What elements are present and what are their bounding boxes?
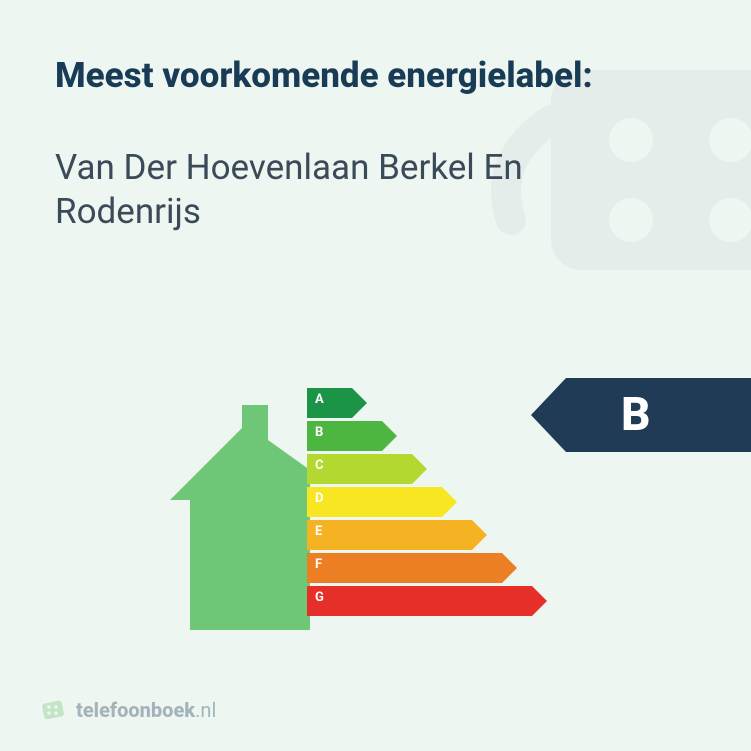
energy-label-chart: A B C D E F G B <box>0 360 751 660</box>
brand-icon <box>40 697 66 723</box>
energy-bar-label: E <box>315 524 322 539</box>
brand-tld: .nl <box>195 698 216 722</box>
energy-bar-g: G <box>307 586 547 616</box>
energy-bar-d: D <box>307 487 547 517</box>
energy-bar-a: A <box>307 388 547 418</box>
energy-bar-c: C <box>307 454 547 484</box>
energy-bar-label: D <box>315 491 323 506</box>
page-title: Meest voorkomende energielabel: <box>55 55 696 96</box>
selected-label-badge: B <box>531 378 751 452</box>
energy-bar-label: C <box>315 458 324 473</box>
energy-bars: A B C D E F G <box>307 388 547 619</box>
energy-bar-label: B <box>315 425 323 440</box>
energy-bar-label: G <box>315 590 324 605</box>
energy-bar-label: F <box>315 557 322 572</box>
energy-bar-e: E <box>307 520 547 550</box>
brand-name: telefoonboek <box>76 698 195 722</box>
energy-bar-label: A <box>315 392 324 407</box>
energy-bar-b: B <box>307 421 547 451</box>
energy-bar-f: F <box>307 553 547 583</box>
footer-brand: telefoonboek.nl <box>40 697 216 723</box>
brand-text: telefoonboek.nl <box>76 698 216 722</box>
location-name: Van Der Hoevenlaan Berkel En Rodenrijs <box>55 146 615 234</box>
selected-label-letter: B <box>621 388 651 442</box>
content-area: Meest voorkomende energielabel: Van Der … <box>0 0 751 234</box>
house-icon <box>170 390 310 630</box>
